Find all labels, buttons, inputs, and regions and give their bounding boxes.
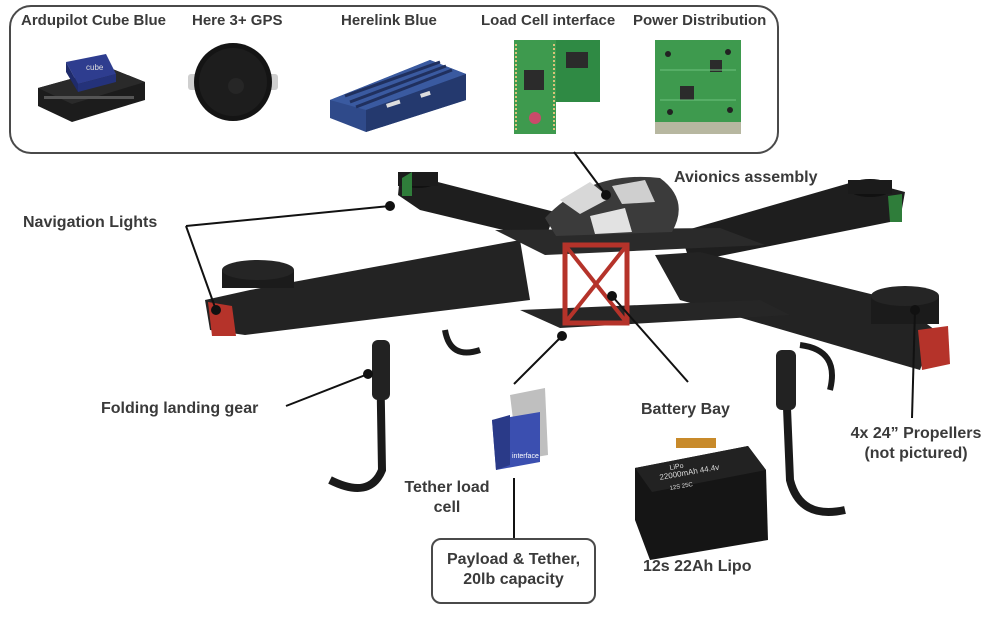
label-payload-line1: Payload & Tether,: [446, 551, 581, 568]
load-cell-icon: interface: [492, 388, 548, 470]
component-title-gps: Here 3+ GPS: [192, 12, 283, 29]
label-propellers-line2: (not pictured): [864, 445, 968, 462]
battery-label-3: 12S 25C: [669, 482, 694, 492]
power-board-icon: [655, 40, 741, 134]
cube-brand-text: cube: [86, 63, 104, 72]
label-tether-load-cell: Tether load cell: [394, 478, 500, 518]
label-lipo-battery: 12s 22Ah Lipo: [643, 558, 752, 575]
battery-icon: LiPo 22000mAh 44.4v 12S 25C: [635, 438, 768, 560]
payload-box: [431, 538, 596, 604]
load-cell-brand-text: interface: [512, 453, 539, 460]
label-battery-bay: Battery Bay: [641, 401, 730, 418]
component-title-loadcell-interface: Load Cell interface: [481, 12, 616, 29]
label-payload-line2: 20lb capacity: [463, 571, 564, 588]
label-propellers-line1: 4x 24” Propellers: [850, 425, 982, 442]
battery-label-1: LiPo: [669, 463, 684, 472]
component-title-power-distribution: Power Distribution: [633, 12, 767, 29]
component-title-herelink: Herelink Blue: [341, 12, 437, 29]
callout-dots: [211, 190, 920, 379]
component-title-cube: Ardupilot Cube Blue: [21, 12, 166, 29]
drone-frame: [205, 172, 950, 516]
cube-autopilot-icon: cube: [38, 54, 145, 122]
gps-puck-icon: [188, 43, 278, 121]
label-folding-landing-gear: Folding landing gear: [101, 400, 259, 417]
label-navigation-lights: Navigation Lights: [23, 214, 158, 231]
label-tether-line2: cell: [433, 499, 461, 516]
label-tether-line1: Tether load: [404, 479, 490, 496]
callout-lines: [185, 151, 916, 538]
pcb-board-icon: [514, 40, 600, 134]
label-propellers: 4x 24” Propellers (not pictured): [838, 424, 994, 464]
label-payload: Payload & Tether, 20lb capacity: [431, 550, 596, 590]
radio-module-icon: [330, 60, 466, 132]
label-avionics-assembly: Avionics assembly: [674, 169, 818, 186]
